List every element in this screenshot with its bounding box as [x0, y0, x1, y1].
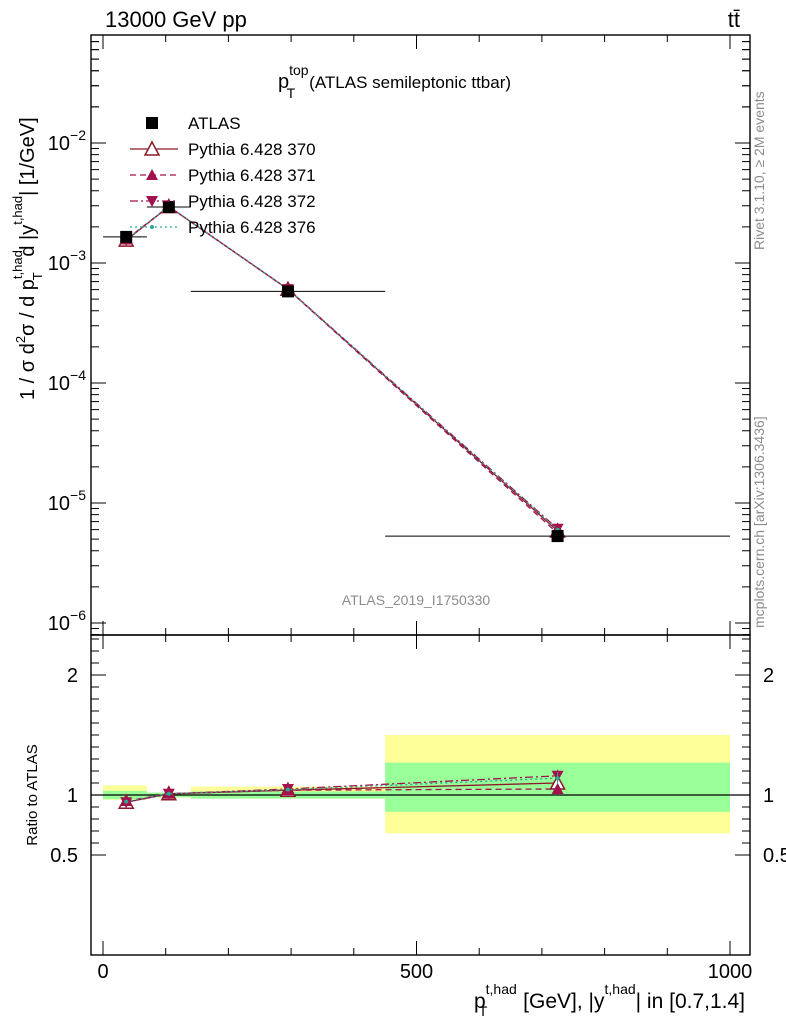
- y-tick-label-bottom-right-2: 2: [763, 665, 774, 687]
- y-tick-label--5: 10−5: [48, 487, 86, 515]
- plot-title: ptop T(ATLAS semileptonic ttbar): [278, 62, 511, 101]
- legend: ATLAS Pythia 6.428 370 Pythia 6.428 371 Pyt…: [130, 114, 316, 237]
- header-right: tt̄: [728, 7, 740, 32]
- axis-ticks: 0 500 1000 10−6 10−5 10−4 10−3 10−2 0.5 0.5 1 1 2 2: [48, 35, 786, 983]
- line-top-2: [125, 205, 559, 534]
- y-tick-label-bottom-1: 1: [67, 785, 78, 807]
- header-left: 13000 GeV pp: [105, 7, 247, 32]
- point-bottom-4-1: [166, 791, 171, 796]
- point-bottom-4-2: [285, 787, 290, 792]
- y-tick-label-bottom-right-0.5: 0.5: [763, 845, 786, 867]
- bottom-series: [117, 769, 566, 809]
- legend-marker-1: [143, 140, 161, 156]
- y-tick-label--6: 10−6: [48, 607, 86, 635]
- legend-label-2: Pythia 6.428 371: [188, 166, 316, 185]
- legend-label-1: Pythia 6.428 370: [188, 140, 316, 159]
- line-top-1: [125, 205, 559, 532]
- point-bottom-2-3: [551, 783, 564, 794]
- legend-marker-3: [146, 196, 158, 207]
- line-top-3: [125, 205, 559, 530]
- legend-marker-2: [146, 169, 158, 180]
- line-bottom-4: [126, 777, 558, 803]
- side-label-mcplots: mcplots.cern.ch [arXiv:1306.3436]: [751, 416, 767, 628]
- legend-label-4: Pythia 6.428 376: [188, 218, 316, 237]
- y-axis-label-bottom: Ratio to ATLAS: [24, 744, 41, 845]
- analysis-watermark: ATLAS_2019_I1750330: [342, 592, 491, 608]
- y-tick-label--4: 10−4: [48, 367, 86, 395]
- x-axis-label: pt,had T [GeV], |yt,had| in [0.7,1.4]: [474, 981, 745, 1019]
- legend-marker-4: [150, 225, 154, 229]
- y-tick-label--3: 10−3: [48, 247, 86, 275]
- line-top-4: [125, 205, 559, 531]
- legend-label-3: Pythia 6.428 372: [188, 192, 316, 211]
- y-tick-label-bottom-0.5: 0.5: [50, 845, 78, 867]
- side-label-rivet: Rivet 3.1.10, ≥ 2M events: [751, 91, 767, 250]
- legend-marker-0: [146, 117, 158, 129]
- y-axis-label-top: 1 / σ d2σ / d pt,had T d |yt,had| [1/GeV]: [10, 117, 45, 400]
- x-tick-label-0: 0: [97, 961, 108, 983]
- x-tick-label-500: 500: [400, 961, 433, 983]
- legend-label-0: ATLAS: [188, 114, 241, 133]
- point-bottom-4-3: [555, 776, 560, 781]
- x-tick-label-1000: 1000: [708, 961, 753, 983]
- y-tick-label-bottom-2: 2: [67, 665, 78, 687]
- top-series: [103, 198, 730, 543]
- y-tick-label-bottom-right-1: 1: [763, 785, 774, 807]
- y-tick-label--2: 10−2: [48, 127, 86, 155]
- point-bottom-4-0: [124, 799, 129, 804]
